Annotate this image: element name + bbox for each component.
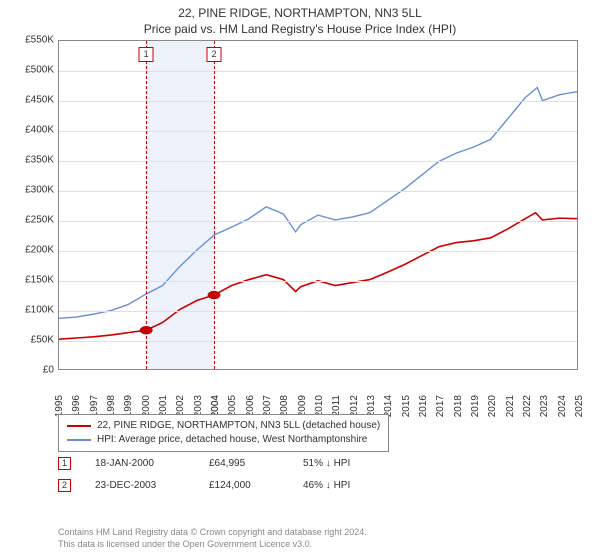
y-axis-label: £450K	[10, 95, 54, 106]
sale-marker-icon: 2	[58, 479, 71, 492]
y-axis-label: £100K	[10, 305, 54, 316]
series-line-hpi	[59, 88, 577, 319]
legend: 22, PINE RIDGE, NORTHAMPTON, NN3 5LL (de…	[58, 414, 389, 452]
x-axis-label: 2018	[453, 395, 464, 417]
sale-marker-icon: 1	[139, 47, 154, 62]
gridline	[59, 281, 577, 282]
chart-title-address: 22, PINE RIDGE, NORTHAMPTON, NN3 5LL	[0, 0, 600, 20]
sale-vline	[146, 41, 147, 369]
footer-line: Contains HM Land Registry data © Crown c…	[58, 526, 367, 538]
y-axis-label: £150K	[10, 275, 54, 286]
x-axis-label: 2023	[539, 395, 550, 417]
legend-swatch	[67, 439, 91, 441]
gridline	[59, 221, 577, 222]
sale-price: £64,995	[209, 458, 279, 469]
chart-container: 22, PINE RIDGE, NORTHAMPTON, NN3 5LL Pri…	[0, 0, 600, 560]
y-axis-label: £250K	[10, 215, 54, 226]
chart-outer: 12 £0£50K£100K£150K£200K£250K£300K£350K£…	[10, 40, 590, 410]
y-axis-label: £300K	[10, 185, 54, 196]
sale-row: 2 23-DEC-2003 £124,000 46% ↓ HPI	[58, 474, 383, 496]
sale-date: 18-JAN-2000	[95, 458, 185, 469]
legend-item: 22, PINE RIDGE, NORTHAMPTON, NN3 5LL (de…	[67, 419, 380, 433]
sales-table: 1 18-JAN-2000 £64,995 51% ↓ HPI 2 23-DEC…	[58, 452, 383, 496]
x-axis-label: 2024	[557, 395, 568, 417]
y-axis-label: £350K	[10, 155, 54, 166]
line-chart-svg	[59, 41, 577, 369]
x-axis-label: 2015	[401, 395, 412, 417]
gridline	[59, 71, 577, 72]
x-axis-label: 2016	[418, 395, 429, 417]
footer-line: This data is licensed under the Open Gov…	[58, 538, 367, 550]
gridline	[59, 131, 577, 132]
sale-marker-icon: 1	[58, 457, 71, 470]
legend-label: HPI: Average price, detached house, West…	[97, 433, 367, 447]
x-axis-label: 2020	[487, 395, 498, 417]
x-axis-label: 2022	[522, 395, 533, 417]
sale-vline	[214, 41, 215, 369]
y-axis-label: £200K	[10, 245, 54, 256]
legend-item: HPI: Average price, detached house, West…	[67, 433, 380, 447]
gridline	[59, 311, 577, 312]
y-axis-label: £50K	[10, 335, 54, 346]
y-axis-label: £500K	[10, 65, 54, 76]
legend-label: 22, PINE RIDGE, NORTHAMPTON, NN3 5LL (de…	[97, 419, 380, 433]
y-axis-label: £0	[10, 365, 54, 376]
y-axis-label: £550K	[10, 35, 54, 46]
sale-marker-icon: 2	[207, 47, 222, 62]
x-axis-label: 2017	[435, 395, 446, 417]
footer-attribution: Contains HM Land Registry data © Crown c…	[58, 526, 367, 550]
series-line-price_paid	[59, 213, 577, 339]
sale-price: £124,000	[209, 480, 279, 491]
sale-row: 1 18-JAN-2000 £64,995 51% ↓ HPI	[58, 452, 383, 474]
gridline	[59, 161, 577, 162]
x-axis-label: 2025	[574, 395, 585, 417]
gridline	[59, 341, 577, 342]
x-axis-label: 2019	[470, 395, 481, 417]
chart-subtitle: Price paid vs. HM Land Registry's House …	[0, 20, 600, 38]
sale-vs-hpi: 51% ↓ HPI	[303, 458, 383, 469]
legend-swatch	[67, 425, 91, 427]
x-axis-label: 2021	[505, 395, 516, 417]
gridline	[59, 191, 577, 192]
sale-date: 23-DEC-2003	[95, 480, 185, 491]
plot-area: 12	[58, 40, 578, 370]
gridline	[59, 101, 577, 102]
y-axis-label: £400K	[10, 125, 54, 136]
gridline	[59, 251, 577, 252]
sale-vs-hpi: 46% ↓ HPI	[303, 480, 383, 491]
